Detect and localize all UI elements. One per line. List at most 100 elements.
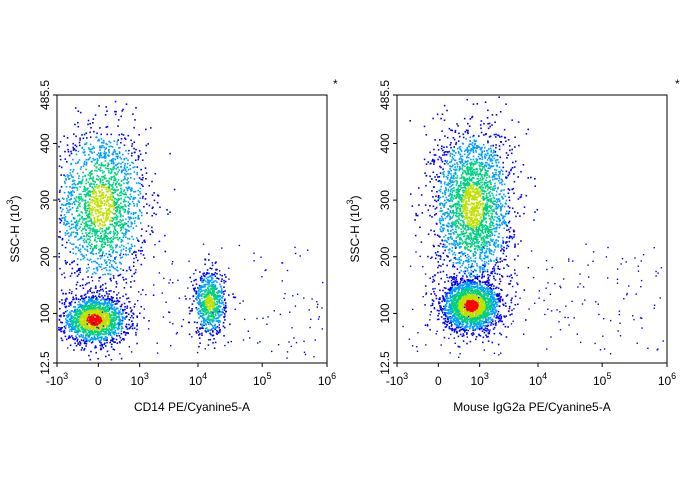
event-point: [108, 155, 110, 157]
event-point: [96, 170, 98, 172]
event-point: [136, 257, 138, 259]
event-point: [214, 296, 216, 298]
event-point: [123, 169, 125, 171]
event-point: [98, 212, 100, 214]
event-point: [115, 174, 117, 176]
event-point: [103, 321, 105, 323]
event-point: [106, 291, 108, 293]
event-point: [85, 164, 87, 166]
event-point: [132, 323, 134, 325]
event-point: [243, 300, 244, 301]
event-point: [89, 306, 91, 308]
event-point: [446, 184, 448, 186]
event-point: [212, 262, 213, 263]
event-point: [501, 248, 503, 250]
event-point: [283, 298, 284, 299]
event-point: [100, 198, 102, 200]
event-point: [133, 214, 135, 216]
event-point: [129, 268, 130, 269]
event-point: [97, 336, 99, 338]
event-point: [138, 194, 140, 196]
event-point: [93, 147, 95, 149]
event-point: [91, 183, 93, 185]
event-point: [92, 280, 93, 281]
event-point: [506, 152, 508, 154]
event-point: [130, 168, 132, 170]
event-point: [137, 260, 139, 262]
event-point: [494, 249, 496, 251]
event-point: [102, 221, 104, 223]
event-point: [87, 214, 89, 216]
event-point: [128, 324, 130, 326]
event-point: [94, 184, 96, 186]
event-point: [113, 318, 115, 320]
event-point: [296, 342, 297, 343]
event-point: [149, 185, 151, 187]
event-point: [111, 336, 113, 338]
event-point: [76, 154, 78, 156]
event-point: [100, 277, 102, 279]
event-point: [128, 328, 130, 330]
event-point: [96, 318, 98, 320]
event-point: [119, 192, 121, 194]
event-point: [109, 232, 111, 234]
event-point: [200, 312, 202, 314]
event-point: [450, 190, 452, 192]
event-point: [97, 290, 99, 292]
event-point: [218, 308, 220, 310]
event-point: [111, 184, 113, 186]
event-point: [505, 196, 507, 198]
event-point: [92, 215, 94, 217]
event-point: [125, 236, 127, 238]
event-point: [114, 234, 116, 236]
event-point: [123, 246, 125, 248]
event-point: [205, 297, 207, 299]
event-point: [135, 254, 137, 256]
event-point: [194, 290, 196, 292]
event-point: [112, 220, 114, 222]
event-point: [70, 169, 72, 171]
event-point: [197, 352, 198, 353]
event-point: [490, 182, 492, 184]
event-point: [123, 248, 125, 250]
event-point: [266, 324, 267, 325]
event-point: [134, 303, 136, 305]
event-point: [71, 291, 72, 292]
event-point: [79, 226, 81, 228]
event-point: [138, 215, 140, 217]
event-point: [94, 219, 96, 221]
event-point: [150, 127, 152, 129]
event-point: [196, 283, 198, 285]
event-point: [130, 173, 132, 175]
event-point: [88, 317, 90, 319]
event-point: [221, 275, 223, 277]
event-point: [105, 189, 107, 191]
event-point: [125, 334, 127, 336]
event-point: [71, 203, 73, 205]
event-point: [82, 246, 84, 248]
event-point: [97, 158, 99, 160]
event-point: [202, 326, 204, 328]
event-point: [113, 309, 115, 311]
event-point: [73, 187, 75, 189]
event-point: [106, 269, 108, 271]
event-point: [78, 299, 80, 301]
event-point: [460, 256, 462, 258]
event-point: [100, 331, 102, 333]
event-point: [208, 315, 210, 317]
event-point: [105, 356, 107, 358]
event-point: [83, 329, 85, 331]
event-point: [287, 351, 288, 352]
event-point: [87, 259, 89, 261]
event-point: [104, 274, 106, 276]
event-point: [205, 328, 207, 330]
event-point: [95, 193, 97, 195]
event-point: [225, 305, 227, 307]
event-point: [137, 239, 139, 241]
event-point: [65, 307, 67, 309]
event-point: [124, 303, 126, 305]
event-point: [131, 145, 133, 147]
event-point: [488, 248, 490, 250]
event-point: [117, 156, 119, 158]
event-point: [508, 229, 510, 231]
